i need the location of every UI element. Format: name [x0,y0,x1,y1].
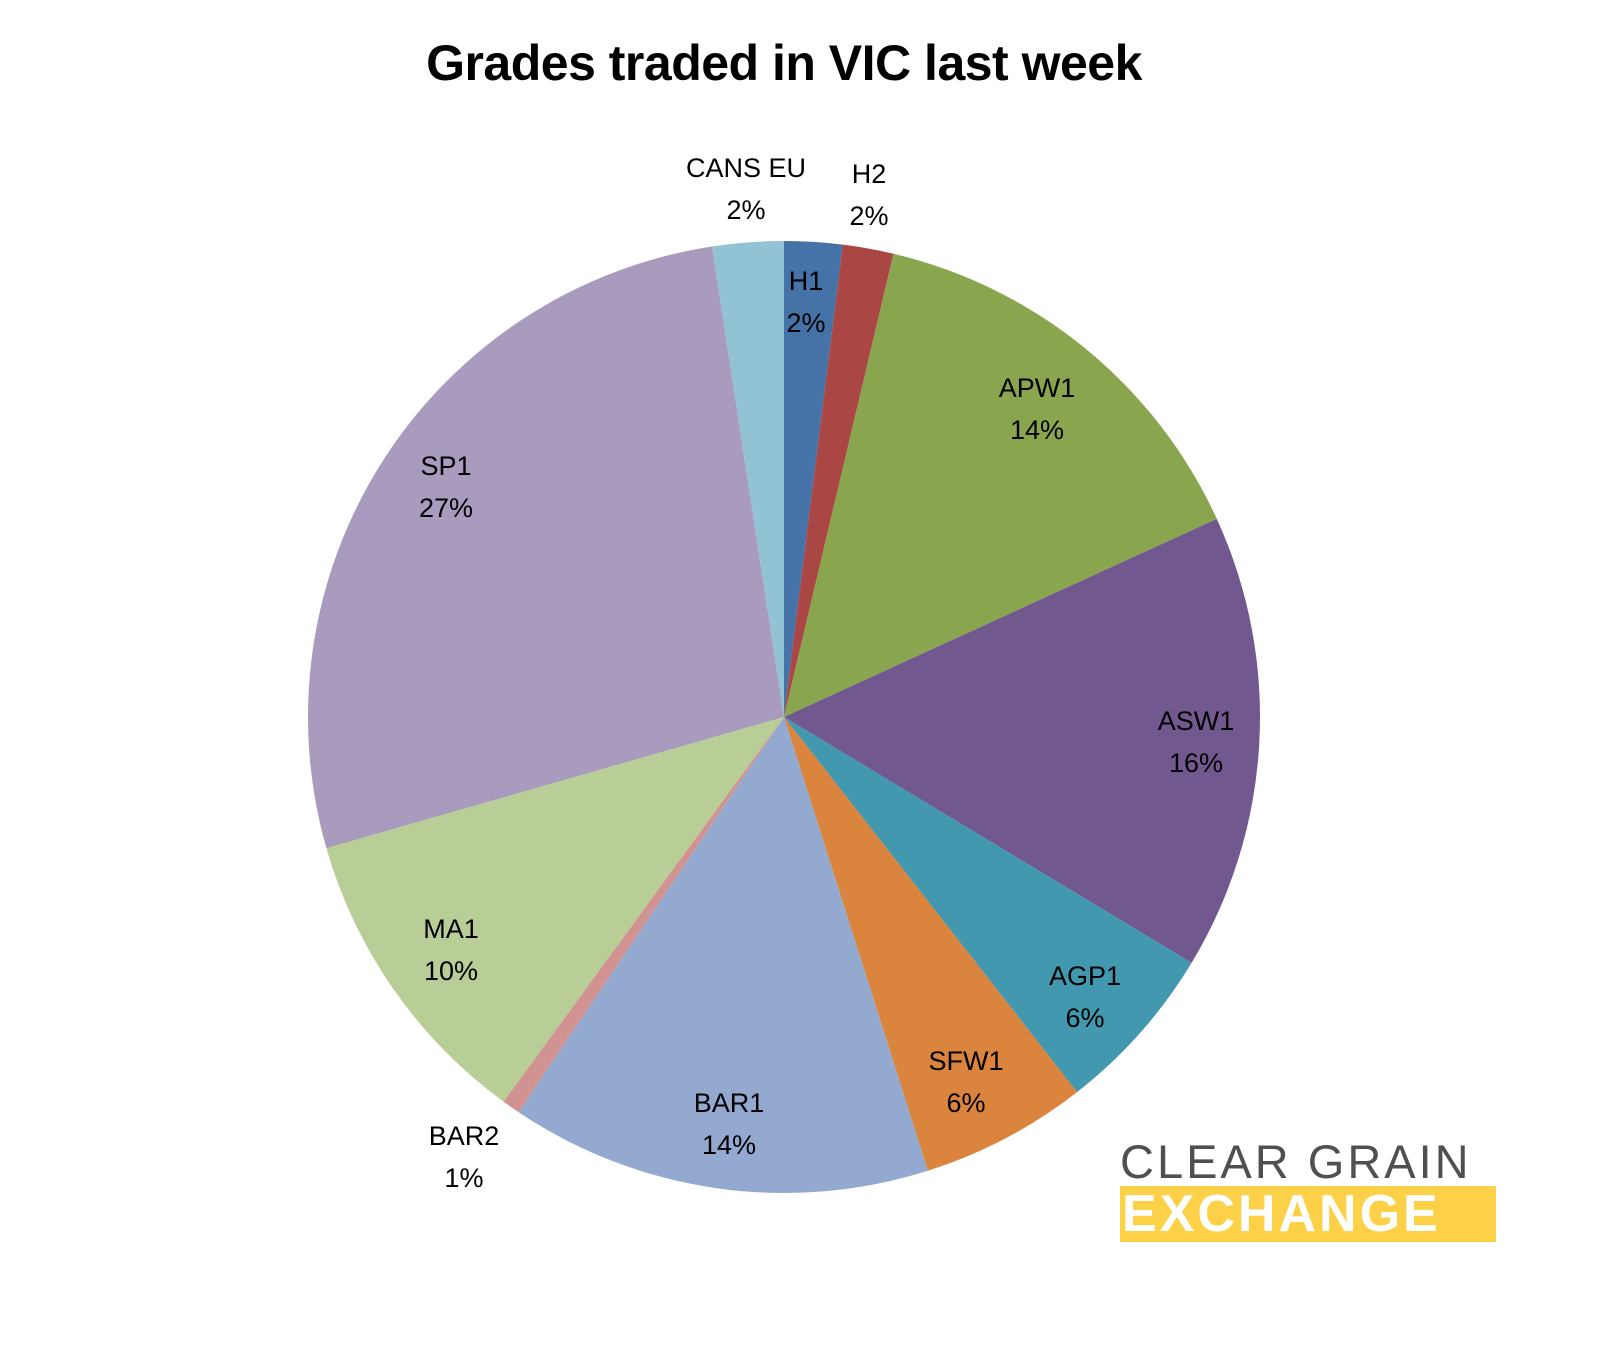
slice-name: ASW1 [1157,706,1235,736]
pie-slice-bar2 [503,717,784,1113]
slice-label-asw1: ASW1 16% [1158,700,1235,784]
pie-slice-sp1 [308,246,784,849]
slice-name: BAR2 [428,1121,500,1151]
slice-label-sp1: SP1 27% [419,445,473,529]
slice-name: APW1 [998,373,1076,403]
slice-label-h1: H1 2% [786,260,825,344]
pie-slice-apw1 [784,253,1217,718]
slice-name: CANS EU [685,153,807,183]
pie-slice-asw1 [784,518,1261,963]
slice-name: BAR1 [693,1088,765,1118]
slice-label-sfw1: SFW1 6% [928,1040,1003,1124]
slice-name: MA1 [423,914,479,944]
pie-slice-cans-eu [711,241,784,717]
slice-percent: 2% [726,195,766,225]
slice-name: H2 [851,159,887,189]
slice-label-bar1: BAR1 14% [694,1082,765,1166]
slice-percent: 2% [849,201,889,231]
slice-label-ma1: MA1 10% [423,908,479,992]
slice-percent: 27% [418,493,474,523]
pie-slice-sfw1 [784,717,1078,1171]
slice-name: SFW1 [928,1046,1004,1076]
logo-line-1: CLEAR GRAIN [1120,1135,1472,1188]
slice-percent: 6% [1065,1003,1105,1033]
slice-percent: 16% [1168,748,1224,778]
slice-percent: 10% [423,956,479,986]
slice-label-apw1: APW1 14% [999,367,1076,451]
pie-slice-ma1 [326,717,784,1102]
pie-slice-h1 [784,241,843,717]
clear-grain-exchange-logo: CLEAR GRAIN EXCHANGE [1120,1138,1496,1242]
slice-label-h2: H2 2% [849,153,888,237]
slice-label-bar2: BAR2 1% [429,1115,500,1199]
slice-label-agp1: AGP1 6% [1049,955,1121,1039]
pie-slice-agp1 [784,717,1192,1093]
chart-title: Grades traded in VIC last week [426,35,1142,91]
pie-slice-bar1 [518,717,928,1193]
slice-label-cans-eu: CANS EU 2% [686,147,806,231]
slice-name: SP1 [420,451,472,481]
slice-name: AGP1 [1048,961,1122,991]
slice-percent: 14% [701,1130,757,1160]
slice-percent: 14% [1009,415,1065,445]
slice-percent: 6% [946,1088,986,1118]
slice-percent: 2% [786,308,826,338]
slice-percent: 1% [444,1163,484,1193]
logo-line-2: EXCHANGE [1120,1186,1496,1242]
pie-slice-h2 [784,244,894,717]
slice-name: H1 [788,266,824,296]
